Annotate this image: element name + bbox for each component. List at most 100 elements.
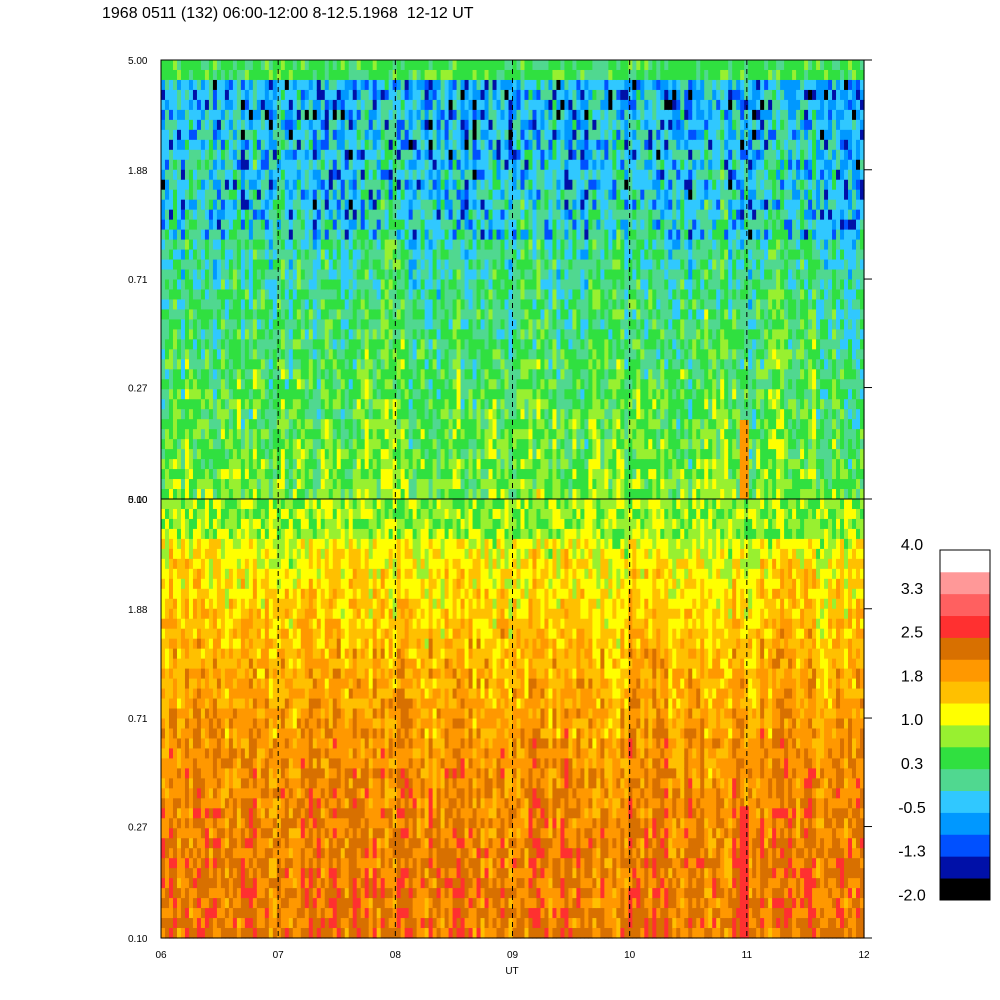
spectrogram-cell [520,109,526,121]
spectrogram-cell [308,129,314,141]
spectrogram-cell [356,60,362,71]
spectrogram-cell [440,399,446,410]
spectrogram-cell [572,329,577,340]
spectrogram-cell [216,119,222,131]
spectrogram-cell [292,329,298,340]
spectrogram-cell [224,439,230,450]
spectrogram-cell [344,199,350,211]
spectrogram-cell [360,469,366,480]
spectrogram-cell [380,329,386,340]
spectrogram-cell [276,339,282,350]
spectrogram-cell [240,479,246,490]
spectrogram-cell [268,159,274,171]
spectrogram-cell [280,409,286,420]
spectrogram-cell [556,60,562,71]
spectrogram-cell [188,409,194,420]
spectrogram-cell [528,459,534,470]
spectrogram-cell [240,69,246,81]
spectrogram-cell [220,289,226,301]
spectrogram-cell [472,99,478,111]
spectrogram-cell [161,109,166,121]
spectrogram-cell [376,89,382,101]
spectrogram-cell [212,109,218,121]
spectrogram-cell [276,159,282,171]
spectrogram-cell [268,289,274,301]
spectrogram-cell [240,109,246,121]
spectrogram-cell [460,339,466,350]
spectrogram-cell [180,129,186,141]
spectrogram-cell [216,189,222,201]
spectrogram-cell [436,159,442,171]
spectrogram-cell [184,399,190,410]
spectrogram-cell [408,409,414,420]
spectrogram-cell [416,69,422,81]
spectrogram-cell [556,109,562,121]
spectrogram-cell [312,189,318,201]
spectrogram-cell [424,60,430,71]
spectrogram-cell [276,129,282,141]
spectrogram-cell [240,179,246,191]
spectrogram-cell [416,479,422,490]
spectrogram-cell [408,249,414,261]
spectrogram-cell [312,219,318,231]
spectrogram-cell [604,429,609,440]
spectrogram-cell [588,199,593,211]
spectrogram-cell [392,79,398,91]
spectrogram-cell [484,419,490,430]
spectrogram-cell [460,89,466,101]
spectrogram-cell [512,269,518,281]
spectrogram-cell [568,129,574,141]
spectrogram-cell [456,329,462,340]
spectrogram-cell [408,439,414,450]
spectrogram-cell [216,319,222,330]
spectrogram-cell [496,419,502,430]
spectrogram-cell [476,279,482,291]
spectrogram-cell [460,269,466,281]
spectrogram-cell [488,279,494,291]
spectrogram-cell [540,299,546,311]
spectrogram-cell [388,459,394,470]
spectrogram-cell [224,109,230,121]
spectrogram-cell [252,89,258,101]
spectrogram-cell [432,99,438,111]
spectrogram-cell [576,259,581,271]
spectrogram-cell [596,329,601,340]
spectrogram-cell [236,279,242,291]
spectrogram-cell [516,369,522,380]
spectrogram-cell [296,219,302,231]
spectrogram-cell [300,89,306,101]
spectrogram-cell [320,179,326,191]
spectrogram-cell [468,89,474,101]
spectrogram-cell [564,199,570,211]
spectrogram-cell [484,379,490,390]
spectrogram-cell [428,409,434,420]
spectrogram-cell [420,419,426,430]
spectrogram-cell [400,459,406,470]
spectrogram-cell [592,179,597,191]
spectrogram-cell [324,259,330,271]
spectrogram-cell [240,369,246,380]
spectrogram-cell [196,399,202,410]
spectrogram-cell [200,469,206,480]
spectrogram-cell [428,60,434,71]
spectrogram-cell [344,99,350,111]
spectrogram-cell [256,219,262,231]
spectrogram-cell [324,319,330,330]
spectrogram-cell [396,479,402,490]
spectrogram-cell [208,359,214,370]
spectrogram-cell [396,119,402,131]
spectrogram-cell [260,359,266,370]
spectrogram-cell [564,119,570,131]
spectrogram-cell [604,209,609,221]
spectrogram-cell [248,179,254,191]
spectrogram-cell [344,419,350,430]
spectrogram-cell [328,229,334,241]
spectrogram-cell [244,60,250,71]
spectrogram-cell [368,349,374,360]
spectrogram-cell [396,299,402,311]
spectrogram-cell [248,449,254,460]
spectrogram-cell [161,279,166,291]
spectrogram-cell [572,279,577,291]
spectrogram-cell [452,389,458,400]
spectrogram-cell [504,239,510,251]
